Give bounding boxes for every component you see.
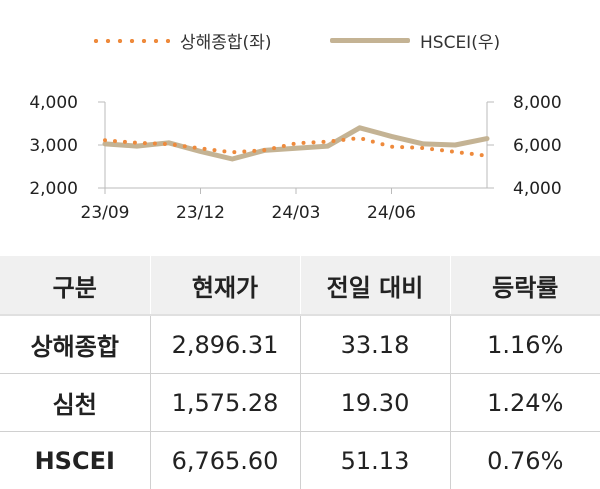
x-tick-label: 23/12 (176, 203, 225, 223)
x-tick-label: 24/03 (272, 203, 321, 223)
table-header-row: 구분 현재가 전일 대비 등락률 (0, 256, 600, 315)
table-row: 상해종합 2,896.31 33.18 1.16% (0, 315, 600, 374)
quote-table: 구분 현재가 전일 대비 등락률 상해종합 2,896.31 33.18 1.1… (0, 256, 600, 489)
cell-price: 2,896.31 (150, 315, 300, 374)
cell-rate: 0.76% (450, 432, 600, 489)
y-right-tick-label: 4,000 (513, 179, 562, 199)
header-current-price: 현재가 (150, 256, 300, 315)
cell-change: 19.30 (300, 374, 450, 432)
line-chart: 4,000 3,000 2,000 8,000 6,000 4,000 23/09 23/12… (0, 0, 600, 250)
series-line-hscei (105, 128, 487, 159)
y-left-tick-label: 2,000 (29, 179, 78, 199)
table-row: 심천 1,575.28 19.30 1.24% (0, 374, 600, 432)
x-tick-label: 24/06 (367, 203, 416, 223)
cell-name: HSCEI (0, 432, 150, 489)
cell-change: 51.13 (300, 432, 450, 489)
cell-name: 심천 (0, 374, 150, 432)
header-category: 구분 (0, 256, 150, 315)
cell-rate: 1.24% (450, 374, 600, 432)
header-change: 전일 대비 (300, 256, 450, 315)
cell-name: 상해종합 (0, 315, 150, 374)
table-row: HSCEI 6,765.60 51.13 0.76% (0, 432, 600, 489)
y-right-tick-label: 8,000 (513, 93, 562, 113)
y-left-tick-label: 3,000 (29, 136, 78, 156)
x-tick-label: 23/09 (81, 203, 130, 223)
y-right-tick-label: 6,000 (513, 136, 562, 156)
y-left-tick-label: 4,000 (29, 93, 78, 113)
header-change-rate: 등락률 (450, 256, 600, 315)
cell-price: 6,765.60 (150, 432, 300, 489)
cell-rate: 1.16% (450, 315, 600, 374)
cell-change: 33.18 (300, 315, 450, 374)
cell-price: 1,575.28 (150, 374, 300, 432)
